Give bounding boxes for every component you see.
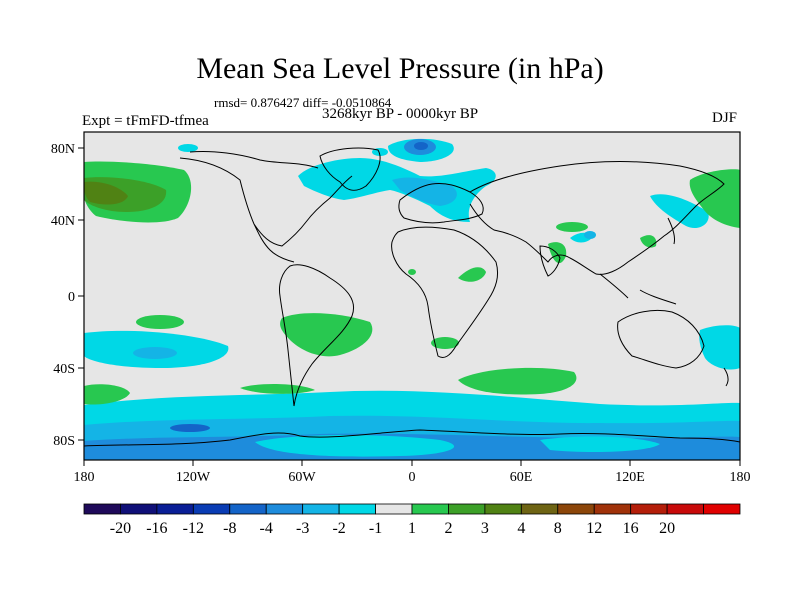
lon-tick-label: 120W <box>176 470 211 485</box>
colorbar-label: -8 <box>223 520 236 537</box>
coast-antarctica <box>84 429 740 447</box>
colorbar-swatch <box>156 503 194 515</box>
colorbar-label: -1 <box>369 520 382 537</box>
canadian-arctic-blue <box>178 144 198 152</box>
lon-tick-label: 60W <box>288 470 316 485</box>
colorbar-label: -16 <box>146 520 167 537</box>
colorbar-label: -4 <box>260 520 273 537</box>
coast-new-zealand <box>723 367 729 387</box>
experiment-label: Expt = tFmFD-tfmea <box>82 113 209 129</box>
coast-greenland <box>319 147 381 191</box>
lon-tick-label: 60E <box>510 470 533 485</box>
plot-title: Mean Sea Level Pressure (in hPa) <box>196 52 604 85</box>
australia-east-blue <box>699 325 740 370</box>
west-africa-green <box>458 267 486 282</box>
central-africa-green <box>408 269 416 275</box>
east-asia-green <box>640 235 657 248</box>
antarctic-light-patch-east <box>540 436 660 452</box>
coast-australia <box>617 309 705 369</box>
south-pacific-green-south <box>84 384 130 405</box>
colorbar-swatch <box>411 503 449 515</box>
time-period: 3268kyr BP - 0000kyr BP <box>322 106 479 122</box>
lat-tick-label: 80S <box>53 434 75 449</box>
north-atlantic-blue <box>298 158 496 222</box>
southern-ocean-small-dark <box>170 424 210 432</box>
colorbar-label: 2 <box>444 520 452 537</box>
coastlines <box>84 147 740 447</box>
lat-tick-label: 80N <box>51 142 75 157</box>
coast-europe <box>398 183 484 224</box>
colorbar-label: 16 <box>623 520 639 537</box>
colorbar-swatch <box>192 503 231 515</box>
colorbar-swatch <box>338 503 376 515</box>
colorbar-label: 1 <box>408 520 416 537</box>
colorbar-label: 8 <box>554 520 562 537</box>
south-african-green <box>431 337 459 349</box>
india-green <box>548 242 567 264</box>
lat-tick-label: 40S <box>53 362 75 377</box>
colorbar-swatch <box>520 503 559 515</box>
colorbar-swatch <box>630 503 668 515</box>
coast-asia <box>469 161 725 275</box>
longitude-axis: 180 120W 60W 0 60E 120E 180 <box>74 460 751 485</box>
lat-tick-label: 0 <box>68 290 75 305</box>
colorbar-label: -12 <box>183 520 204 537</box>
colorbar-label: 20 <box>659 520 675 537</box>
colorbar-label: -3 <box>296 520 309 537</box>
antarctic-light-patch <box>255 435 455 457</box>
season-label: DJF <box>712 110 738 126</box>
lon-tick-label: 120E <box>615 470 645 485</box>
lon-tick-label: 180 <box>74 470 95 485</box>
south-pacific-green-north <box>136 315 184 329</box>
south-indian-green <box>458 367 577 395</box>
colorbar-label: -2 <box>332 520 345 537</box>
north-pacific-east-green <box>689 169 740 228</box>
latitude-axis: 80N 40N 0 40S 80S <box>51 142 84 449</box>
south-pacific-mid-blue <box>133 347 177 359</box>
colorbar-swatch <box>557 503 595 515</box>
colorbar-swatch <box>448 503 486 515</box>
lat-tick-label: 40N <box>51 214 75 229</box>
colorbar-swatch <box>593 503 632 515</box>
arabia-green <box>556 222 588 232</box>
coast-japan <box>667 217 675 245</box>
colorbar-swatch <box>484 503 522 515</box>
arctic-dark-blue <box>414 142 428 150</box>
north-atlantic-mid-blue <box>392 177 457 206</box>
north-pacific-west-blue <box>650 194 709 229</box>
colorbar-swatch <box>229 503 267 515</box>
colorbar-label: -20 <box>110 520 131 537</box>
colorbar: -20 -16 -12 -8 -4 -3 -2 -1 1 2 3 4 8 12 16 20 <box>83 503 741 537</box>
lon-tick-label: 180 <box>730 470 751 485</box>
colorbar-swatch <box>666 503 704 515</box>
colorbar-label: 4 <box>517 520 525 537</box>
colorbar-swatch <box>703 503 741 515</box>
colorbar-swatch <box>375 503 413 515</box>
colorbar-label: 3 <box>481 520 489 537</box>
colorbar-swatch <box>265 503 304 515</box>
coast-india <box>539 245 561 277</box>
southeast-pacific-green <box>240 384 315 394</box>
colorbar-label: 12 <box>586 520 602 537</box>
coast-south-america <box>279 264 354 407</box>
bering-dark-green <box>84 181 128 205</box>
coast-north-america <box>179 151 353 263</box>
south-atlantic-green <box>280 313 373 357</box>
coast-southeast-asia <box>599 273 677 305</box>
rmsd-diff-stats: rmsd= 0.876427 diff= -0.0510864 <box>214 95 392 110</box>
colorbar-swatch <box>120 503 158 515</box>
tibet-blue <box>584 231 596 239</box>
coast-africa <box>391 226 499 359</box>
pressure-anomaly-fields <box>84 138 740 460</box>
colorbar-swatch <box>302 503 340 515</box>
colorbar-swatch <box>83 503 121 515</box>
lon-tick-label: 0 <box>409 470 416 485</box>
